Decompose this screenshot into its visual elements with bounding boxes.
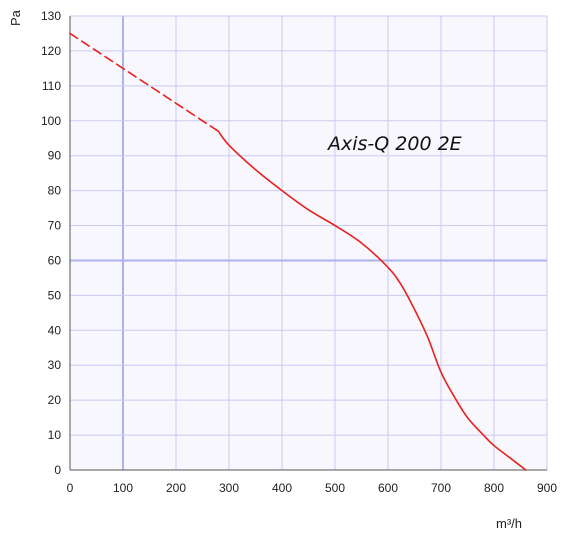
data-series [69, 32, 527, 471]
y-tick-label-60: 60 [48, 253, 62, 267]
tick-labels: 0 100 200 300 400 500 600 700 800 900 0 10 20 30 40 50 6… [41, 9, 557, 495]
x-tick-label-400: 400 [272, 481, 292, 495]
y-tick-label-80: 80 [48, 184, 62, 198]
y-tick-label-120: 120 [41, 44, 61, 58]
x-tick-label-900: 900 [537, 481, 557, 495]
y-tick-label-20: 20 [48, 393, 62, 407]
x-tick-label-700: 700 [431, 481, 451, 495]
x-axis-label: m³/h [496, 516, 522, 531]
x-tick-label-0: 0 [67, 481, 74, 495]
series-0-dashed-segment [69, 32, 220, 133]
curve-annotation: Axis-Q 200 2E [326, 133, 462, 155]
y-tick-label-40: 40 [48, 323, 62, 337]
y-tick-label-70: 70 [48, 219, 62, 233]
y-tick-label-50: 50 [48, 288, 62, 302]
y-axis-label: Pa [8, 9, 23, 26]
y-tick-label-10: 10 [48, 428, 62, 442]
grid-lines [69, 15, 548, 471]
x-tick-label-600: 600 [378, 481, 398, 495]
y-tick-label-0: 0 [54, 463, 61, 477]
y-tick-label-130: 130 [41, 9, 61, 23]
y-tick-label-100: 100 [41, 114, 61, 128]
x-tick-label-800: 800 [484, 481, 504, 495]
x-tick-label-200: 200 [166, 481, 186, 495]
y-tick-label-110: 110 [42, 79, 61, 93]
series-0-solid-segment [217, 130, 527, 471]
plot-shading [70, 16, 547, 470]
x-tick-label-500: 500 [325, 481, 345, 495]
y-tick-label-90: 90 [48, 149, 62, 163]
axes [69, 16, 547, 471]
x-tick-label-300: 300 [219, 481, 239, 495]
x-tick-label-100: 100 [113, 481, 133, 495]
y-tick-label-30: 30 [48, 358, 62, 372]
